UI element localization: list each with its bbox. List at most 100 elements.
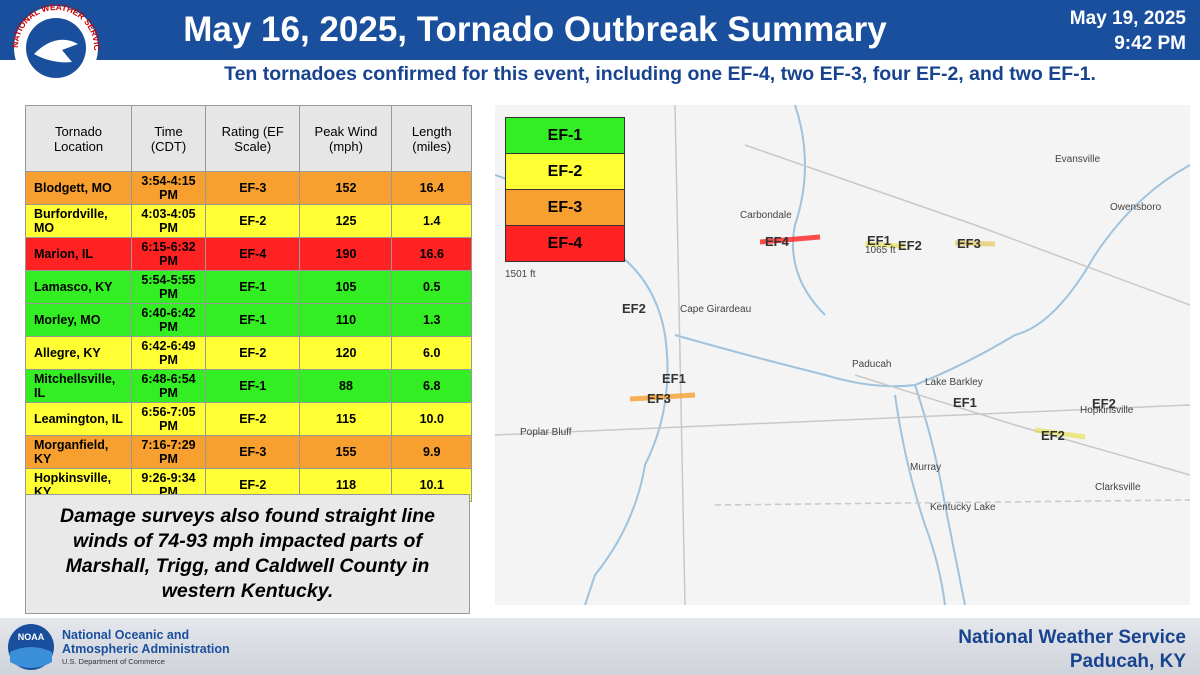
table-cell: 110 [299,303,393,337]
legend-row: EF-3 [505,189,625,226]
tornado-label: EF1 [867,233,891,248]
tornado-label: EF4 [765,234,790,249]
legend-item: EF-2 [505,153,625,190]
note: Damage surveys also found straight line … [25,494,470,614]
table-cell: 7:16-7:29 PM [131,435,206,469]
table-cell: 16.4 [391,171,472,205]
subtitle: Ten tornadoes confirmed for this event, … [224,63,1096,85]
table-row: Leamington, IL 6:56-7:05 PM EF-2 115 10.0 [24,402,472,436]
tornado-label: EF2 [1041,428,1065,443]
noaa-logo: NOAA [8,624,54,670]
table-cell: 4:03-4:05 PM [131,204,206,238]
place-label: Owensboro [1110,202,1162,213]
table-cell: 105 [299,270,393,304]
table-cell: Marion, IL [24,237,133,271]
table-cell: EF-4 [204,237,301,271]
table-cell: Morganfield, KY [24,435,133,469]
legend-item: EF-1 [505,117,625,154]
place-label: Lake Barkley [925,377,983,388]
tornado-label: EF2 [622,301,646,316]
place-label: Poplar Bluff [520,427,572,438]
footer [0,618,1200,675]
table-cell: 6:48-6:54 PM [131,369,206,403]
place-label: 1501 ft [505,269,536,280]
header-row: Tornado Location Time (CDT) Rating (EF Sca… [24,105,472,172]
table-cell: Allegre, KY [24,336,133,370]
table-row: Morley, MO 6:40-6:42 PM EF-1 110 1.3 [24,303,472,337]
table-cell: EF-2 [204,402,301,436]
place-label: Evansville [1055,154,1100,165]
table-cell: EF-1 [204,270,301,304]
table-cell: Morley, MO [24,303,133,337]
table-cell: Burfordville, MO [24,204,133,238]
nws-logo: NATIONAL WEATHER SERVICE [6,2,102,90]
header-band [0,0,1200,60]
noaa-department: U.S. Department of Commerce [62,657,165,666]
map-labels: Evansville Carbondale Owensboro 1501 ft Cape… [505,154,1162,513]
tornado-label: EF2 [898,238,922,253]
noaa-wave [10,647,52,668]
office-line: National Weather Service [958,627,1186,648]
office-line: Paducah, KY [1069,651,1186,672]
legend-item: EF-4 [505,225,625,262]
table-cell: 10.0 [391,402,472,436]
table-cell: 6:56-7:05 PM [131,402,206,436]
tornado-label: EF2 [1092,396,1116,411]
tornado-label: EF1 [953,395,977,410]
legend-row: EF-2 [505,153,625,190]
table-cell: 1.3 [391,303,472,337]
table-cell: EF-2 [204,336,301,370]
table-cell: EF-1 [204,369,301,403]
noaa-line: Atmospheric Administration [62,642,230,656]
table-cell: 6.0 [391,336,472,370]
tornado-table: Tornado Location Time (CDT) Rating (EF Sca… [24,105,472,502]
logo-cloud [34,39,78,63]
table-cell: 6:15-6:32 PM [131,237,206,271]
place-label: Carbondale [740,210,792,221]
header-cell: Peak Wind (mph) [299,105,393,172]
header-cell: Rating (EF Scale) [204,105,301,172]
office: National Weather Service Paducah, KY [958,626,1186,674]
table-cell: 6:42-6:49 PM [131,336,206,370]
table-cell: Lamasco, KY [24,270,133,304]
table-row: Mitchellsville, IL 6:48-6:54 PM EF-1 88 6.8 [24,369,472,403]
place-label: Clarksville [1095,482,1141,493]
table-cell: EF-3 [204,435,301,469]
date-block: May 19, 2025 9:42 PM [1070,6,1186,56]
noaa-line: National Oceanic and [62,628,190,642]
table-cell: Mitchellsville, IL [24,369,133,403]
table-cell: 0.5 [391,270,472,304]
place-label: Paducah [852,359,891,370]
table-cell: EF-1 [204,303,301,337]
place-label: 1065 ft [865,245,896,256]
time: 9:42 PM [1114,33,1186,54]
header-cell: Time (CDT) [131,105,206,172]
table-row: Lamasco, KY 5:54-5:55 PM EF-1 105 0.5 [24,270,472,304]
table-cell: Leamington, IL [24,402,133,436]
tornado-label: EF3 [647,391,671,406]
table-cell: 88 [299,369,393,403]
table-cell: EF-2 [204,204,301,238]
tornado-label: EF3 [957,236,981,251]
table-cell: 1.4 [391,204,472,238]
table-cell: 5:54-5:55 PM [131,270,206,304]
table-row: Morganfield, KY 7:16-7:29 PM EF-3 155 9.9 [24,435,472,469]
table-cell: 115 [299,402,393,436]
place-label: Kentucky Lake [930,502,996,513]
place-label: Cape Girardeau [680,304,751,315]
header-cell: Tornado Location [24,105,133,172]
title: May 16, 2025, Tornado Outbreak Summary [183,10,887,49]
table-cell: EF-3 [204,171,301,205]
legend-row: EF-4 [505,225,625,262]
place-label: Hopkinsville [1080,405,1134,416]
legend-row: EF-1 [505,117,625,154]
tornado-label: EF1 [662,371,686,386]
table-row: Marion, IL 6:15-6:32 PM EF-4 190 16.6 [24,237,472,271]
table-row: Blodgett, MO 3:54-4:15 PM EF-3 152 16.4 [24,171,472,205]
table-cell: 152 [299,171,393,205]
table-cell: 155 [299,435,393,469]
table-cell: 190 [299,237,393,271]
noaa-name: National Oceanic and Atmospheric Adminis… [62,628,230,656]
table-cell: 120 [299,336,393,370]
